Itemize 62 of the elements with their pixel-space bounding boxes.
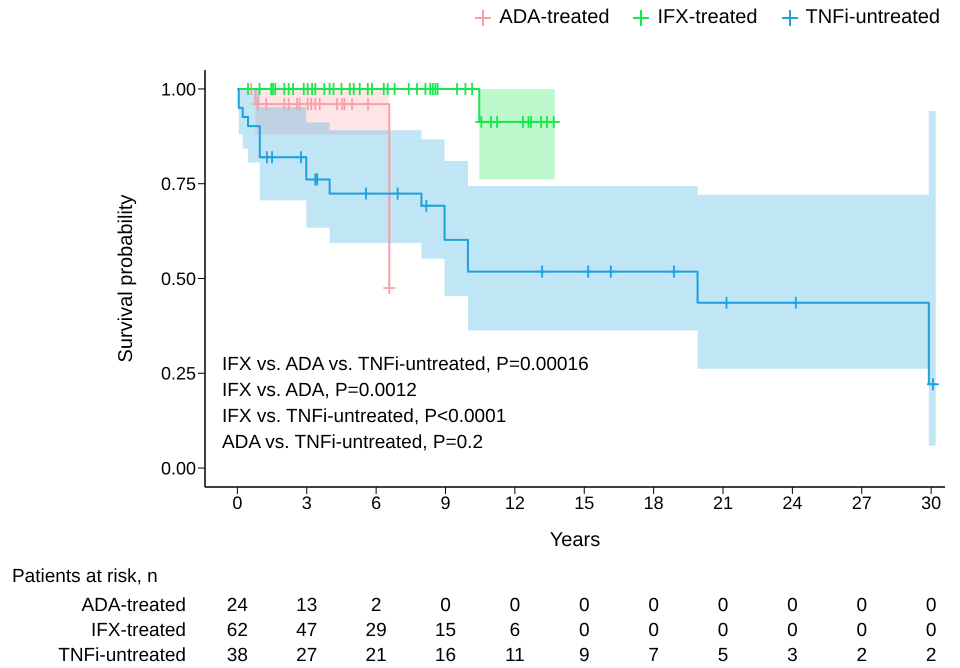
text: 24: [226, 595, 249, 617]
legend-label: ADA-treated: [498, 6, 610, 29]
text: 0: [786, 595, 799, 617]
text: 0: [578, 620, 591, 642]
x-tick-label: 27: [852, 492, 872, 513]
text: IFX-treated: [90, 620, 186, 642]
text: 0: [578, 595, 591, 617]
text: ADA-treated: [81, 595, 186, 617]
text: 11: [504, 645, 526, 667]
y-tick-label: 0.00: [160, 458, 196, 478]
x-tick-label: 0: [232, 492, 242, 513]
y-tick-label: 1.00: [160, 79, 196, 100]
y-tick-label: 0.75: [160, 174, 196, 194]
text: 13: [295, 595, 318, 617]
legend-label: IFX-treated: [656, 6, 758, 29]
legend-label: TNFi-untreated: [804, 6, 940, 29]
y-tick-label: 0.50: [160, 268, 196, 289]
text: 29: [364, 620, 388, 642]
text: 0: [855, 620, 868, 642]
text: 0: [508, 595, 522, 617]
text: 6: [508, 620, 522, 642]
annotation: IFX vs. ADA vs. TNFi-untreated, P=0.00016: [222, 354, 589, 376]
x-tick-label: 6: [371, 492, 382, 513]
annotation: ADA vs. TNFi-untreated, P=0.2: [222, 432, 484, 454]
text: 2: [370, 595, 382, 617]
text: 2: [855, 645, 868, 667]
text: 0: [855, 595, 868, 617]
x-tick-label: 18: [644, 492, 664, 513]
y-tick-label: 0.25: [160, 364, 196, 384]
x-tick-label: 3: [302, 492, 312, 513]
text: 3: [786, 645, 799, 667]
text: 5: [716, 645, 730, 667]
text: 0: [716, 620, 730, 642]
text: 38: [226, 645, 249, 667]
x-tick-label: 9: [440, 492, 451, 513]
y-axis-title: Survival probability: [115, 194, 138, 362]
x-tick-label: 30: [921, 492, 942, 513]
text: 9: [578, 645, 591, 667]
annotation: IFX vs. TNFi-untreated, P<0.0001: [222, 406, 506, 428]
text: 62: [226, 620, 249, 642]
text: 0: [716, 595, 730, 617]
text: 0: [924, 620, 938, 642]
text: 47: [295, 620, 318, 642]
text: 7: [647, 645, 660, 667]
text: 15: [434, 620, 458, 642]
text: Patients at risk, n: [12, 566, 158, 588]
text: 0: [647, 595, 660, 617]
x-tick-label: 24: [782, 492, 802, 513]
x-tick-label: 21: [712, 492, 734, 513]
text: 16: [434, 645, 458, 667]
text: 0: [786, 620, 799, 642]
x-tick-label: 12: [504, 492, 525, 513]
text: 0: [647, 620, 660, 642]
text: 2: [924, 645, 938, 667]
text: TNFi-untreated: [58, 645, 186, 667]
text: 27: [295, 645, 318, 667]
annotation: IFX vs. ADA, P=0.0012: [222, 380, 417, 402]
text: 21: [364, 645, 388, 667]
x-tick-label: 15: [574, 492, 594, 513]
text: 0: [924, 595, 938, 617]
text: 0: [439, 595, 452, 617]
x-axis-title: Years: [550, 529, 600, 552]
